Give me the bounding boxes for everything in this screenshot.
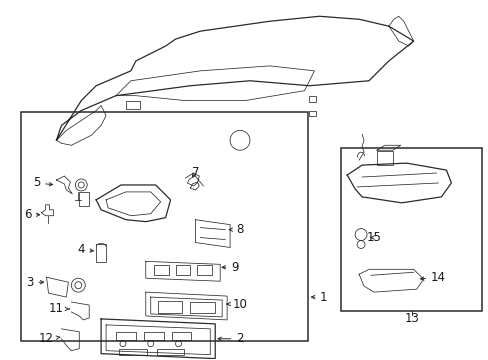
Bar (143, 332, 163, 340)
Bar (157, 301, 182, 313)
Bar (156, 349, 184, 355)
Text: 2: 2 (218, 332, 244, 345)
Bar (376, 151, 392, 165)
Bar (79, 192, 89, 206)
Text: 11: 11 (49, 302, 69, 315)
Bar (126, 100, 140, 109)
Bar (96, 244, 106, 262)
Text: 12: 12 (39, 332, 60, 345)
Text: 13: 13 (404, 312, 418, 325)
Text: 3: 3 (26, 276, 43, 289)
Text: 6: 6 (24, 208, 40, 221)
Bar (175, 265, 190, 275)
Bar (21, 112, 307, 341)
Text: 8: 8 (229, 223, 243, 236)
Text: 7: 7 (191, 166, 199, 179)
Bar (341, 148, 481, 311)
Bar (116, 332, 136, 340)
Bar (190, 302, 215, 313)
Bar (309, 96, 316, 102)
Text: 1: 1 (319, 291, 326, 303)
Bar (171, 332, 191, 340)
Text: 4: 4 (78, 243, 93, 256)
Text: 14: 14 (420, 271, 445, 284)
Bar (197, 265, 212, 275)
Text: 10: 10 (226, 297, 247, 311)
Text: 15: 15 (366, 231, 381, 244)
Text: 5: 5 (33, 176, 53, 189)
Text: 9: 9 (222, 261, 238, 274)
Bar (309, 111, 316, 117)
Bar (153, 265, 168, 275)
Bar (119, 349, 146, 355)
